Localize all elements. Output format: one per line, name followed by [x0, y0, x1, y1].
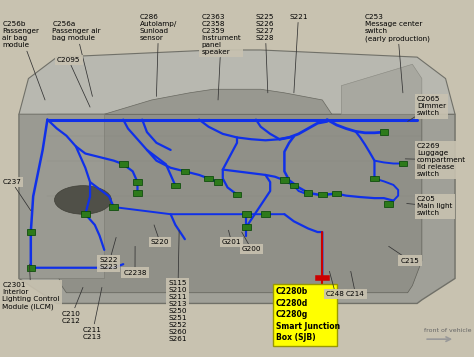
- Text: C214: C214: [346, 271, 365, 297]
- FancyBboxPatch shape: [233, 192, 241, 197]
- Text: C253
Message center
switch
(early production): C253 Message center switch (early produc…: [365, 14, 430, 93]
- Text: C237: C237: [2, 179, 31, 211]
- Text: C2280b
C2280d
C2280g
Smart Junction
Box (SJB): C2280b C2280d C2280g Smart Junction Box …: [276, 287, 340, 342]
- Text: C256b
Passenger
air bag
module: C256b Passenger air bag module: [2, 21, 45, 100]
- FancyBboxPatch shape: [133, 190, 142, 196]
- FancyBboxPatch shape: [332, 191, 341, 196]
- Text: C205
Main light
switch: C205 Main light switch: [407, 196, 453, 216]
- FancyBboxPatch shape: [242, 211, 251, 217]
- Polygon shape: [19, 114, 455, 303]
- FancyBboxPatch shape: [280, 177, 289, 183]
- FancyBboxPatch shape: [133, 179, 142, 185]
- Text: C2363
C2358
C2359
Instrument
panel
speaker: C2363 C2358 C2359 Instrument panel speak…: [201, 14, 241, 100]
- FancyBboxPatch shape: [181, 169, 189, 174]
- Text: C211
C213: C211 C213: [83, 287, 102, 340]
- FancyBboxPatch shape: [81, 211, 90, 217]
- Polygon shape: [104, 89, 332, 114]
- Text: C2269
Luggage
compartment
lid release
switch: C2269 Luggage compartment lid release sw…: [405, 143, 466, 177]
- Text: S115
S210
S211
S213
S250
S251
S252
S260
S261: S115 S210 S211 S213 S250 S251 S252 S260 …: [168, 230, 187, 342]
- FancyBboxPatch shape: [290, 183, 298, 188]
- Text: C2238: C2238: [123, 246, 147, 276]
- Text: front of vehicle: front of vehicle: [424, 328, 472, 333]
- Polygon shape: [19, 50, 455, 114]
- FancyBboxPatch shape: [370, 176, 379, 181]
- FancyBboxPatch shape: [261, 211, 270, 217]
- Polygon shape: [47, 114, 422, 293]
- Ellipse shape: [55, 186, 111, 214]
- FancyBboxPatch shape: [384, 201, 393, 207]
- FancyBboxPatch shape: [27, 265, 35, 271]
- Text: C2301
Interior
Lighting Control
Module (ILCM): C2301 Interior Lighting Control Module (…: [2, 264, 60, 310]
- FancyBboxPatch shape: [119, 161, 128, 167]
- FancyBboxPatch shape: [27, 229, 35, 235]
- FancyBboxPatch shape: [214, 179, 222, 185]
- FancyBboxPatch shape: [304, 190, 312, 196]
- Text: G201: G201: [222, 230, 241, 245]
- Polygon shape: [341, 64, 422, 114]
- Text: S220: S220: [151, 225, 169, 245]
- Text: C210
C212: C210 C212: [62, 287, 83, 323]
- FancyBboxPatch shape: [273, 284, 337, 346]
- Text: C215: C215: [389, 246, 419, 263]
- Text: S225
S226
S227
S228: S225 S226 S227 S228: [256, 14, 274, 93]
- FancyBboxPatch shape: [204, 176, 213, 181]
- Text: C2095: C2095: [57, 57, 90, 107]
- Text: C256a
Passenger air
bag module: C256a Passenger air bag module: [52, 21, 101, 96]
- FancyBboxPatch shape: [380, 129, 388, 135]
- FancyBboxPatch shape: [171, 183, 180, 188]
- FancyBboxPatch shape: [109, 204, 118, 210]
- Text: C286
Autolamp/
Sunload
sensor: C286 Autolamp/ Sunload sensor: [140, 14, 177, 96]
- Text: S222
S223: S222 S223: [100, 237, 118, 270]
- Text: C248: C248: [326, 271, 345, 297]
- Text: S221: S221: [289, 14, 308, 93]
- FancyBboxPatch shape: [242, 224, 251, 230]
- FancyBboxPatch shape: [318, 192, 327, 197]
- Polygon shape: [19, 114, 104, 278]
- Text: G200: G200: [242, 232, 261, 252]
- FancyBboxPatch shape: [399, 161, 407, 166]
- Text: C2065
Dimmer
switch: C2065 Dimmer switch: [408, 96, 446, 121]
